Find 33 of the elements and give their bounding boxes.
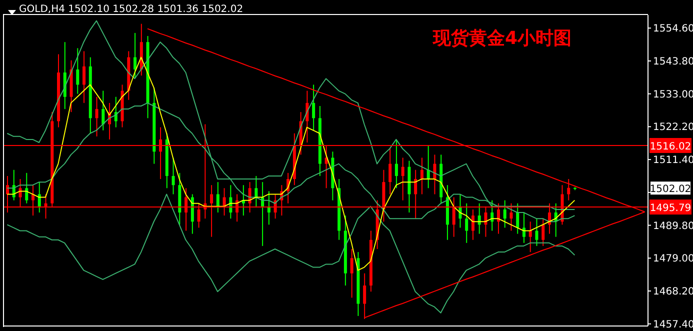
- candlestick: [254, 175, 258, 207]
- candlestick: [82, 50, 86, 104]
- candlestick: [95, 96, 98, 137]
- candlestick: [433, 154, 436, 195]
- candlestick: [542, 218, 545, 246]
- candlestick: [134, 32, 137, 80]
- candlestick: [535, 218, 538, 246]
- candlestick: [25, 172, 28, 204]
- candlestick: [76, 48, 80, 94]
- candlestick: [312, 84, 316, 131]
- candlestick: [471, 208, 474, 240]
- candlestick: [394, 138, 398, 189]
- candlestick: [38, 182, 41, 213]
- candlestick: [465, 202, 468, 244]
- candlestick: [172, 157, 175, 195]
- ref-line-label: 1516.02: [650, 141, 692, 152]
- candlestick: [420, 157, 424, 195]
- candlestick: [516, 202, 520, 234]
- chart-title: GOLD,H4 1502.10 1502.28 1501.36 1502.02: [19, 4, 244, 15]
- candlestick: [522, 212, 526, 244]
- candlestick: [102, 90, 105, 131]
- candlestick: [503, 200, 506, 228]
- annotation: 1502.02: [650, 184, 692, 196]
- candlestick: [350, 248, 354, 298]
- candlestick: [401, 157, 404, 201]
- text: 现货黄金4小时图: [433, 27, 572, 50]
- line-series: [6, 56, 576, 271]
- candlestick: [528, 221, 532, 253]
- ref-line-label: 1495.79: [650, 203, 692, 214]
- candlestick: [388, 148, 392, 195]
- candlestick: [567, 178, 570, 201]
- candlestick: [216, 182, 220, 213]
- line-series: [6, 194, 576, 314]
